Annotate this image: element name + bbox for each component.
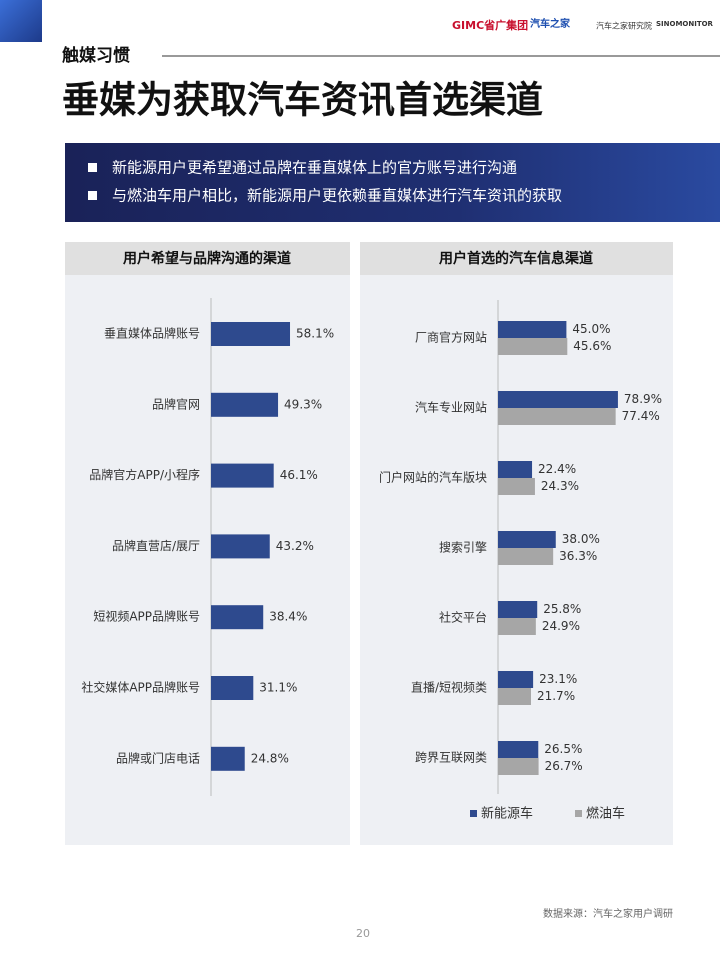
legend-swatch <box>575 810 582 817</box>
y-tick-label: 汽车专业网站 <box>415 400 487 415</box>
value-label: 24.8% <box>251 751 289 765</box>
value-label: 24.3% <box>541 479 579 493</box>
bullet-text: 新能源用户更希望通过品牌在垂直媒体上的官方账号进行沟通 <box>112 159 517 177</box>
bullet-icon <box>88 163 97 172</box>
value-label: 46.1% <box>280 468 318 482</box>
bar <box>498 391 618 408</box>
value-label: 49.3% <box>284 397 322 411</box>
value-label: 36.3% <box>559 549 597 563</box>
value-label: 43.2% <box>276 539 314 553</box>
value-label: 45.6% <box>573 339 611 353</box>
logo: SINOMONITOR <box>656 20 714 28</box>
bar <box>211 676 254 700</box>
chart-panel <box>65 242 350 845</box>
page-number: 20 <box>356 927 370 940</box>
value-label: 21.7% <box>537 689 575 703</box>
y-tick-label: 品牌或门店电话 <box>116 750 200 765</box>
bar <box>211 463 274 488</box>
source-note: 数据来源：汽车之家用户调研 <box>543 907 673 920</box>
y-tick-label: 直播/短视频类 <box>411 680 487 695</box>
y-tick-label: 社交平台 <box>439 610 487 625</box>
bar <box>498 461 533 478</box>
value-label: 26.7% <box>545 759 583 773</box>
value-label: 45.0% <box>572 322 610 336</box>
value-label: 24.9% <box>542 619 580 633</box>
y-tick-label: 厂商官方网站 <box>415 330 487 345</box>
y-tick-label: 垂直媒体品牌账号 <box>104 327 200 341</box>
bullet-icon <box>88 191 97 200</box>
legend-label: 新能源车 <box>481 806 533 822</box>
bar <box>498 321 567 338</box>
bar <box>211 322 291 346</box>
value-label: 23.1% <box>539 672 577 686</box>
y-tick-label: 品牌官方APP/小程序 <box>89 467 200 482</box>
bar <box>498 338 568 355</box>
chart-header <box>360 242 673 275</box>
y-tick-label: 搜索引擎 <box>439 540 487 555</box>
value-label: 22.4% <box>538 462 576 476</box>
page-title: 垂媒为获取汽车资讯首选渠道 <box>62 79 543 122</box>
bar <box>498 601 538 618</box>
y-tick-label: 门户网站的汽车版块 <box>379 470 487 485</box>
value-label: 26.5% <box>544 742 582 756</box>
bar <box>211 605 264 630</box>
value-label: 58.1% <box>296 327 334 341</box>
bar <box>498 618 536 635</box>
y-tick-label: 品牌直营店/展厅 <box>112 539 200 553</box>
bar <box>498 688 531 705</box>
value-label: 78.9% <box>624 392 662 406</box>
bar <box>211 746 245 771</box>
value-label: 38.0% <box>562 532 600 546</box>
bar <box>498 548 554 565</box>
chart-header <box>65 242 350 275</box>
logo: GIMC省广集团 <box>452 18 528 32</box>
legend-label: 燃油车 <box>586 806 625 822</box>
bar <box>498 408 616 425</box>
bar <box>211 392 279 417</box>
y-tick-label: 品牌官网 <box>152 396 200 411</box>
value-label: 25.8% <box>543 602 581 616</box>
summary-banner <box>65 143 720 222</box>
y-tick-label: 短视频APP品牌账号 <box>93 609 200 624</box>
chart-title: 用户希望与品牌沟通的渠道 <box>123 250 291 267</box>
bar <box>498 741 539 758</box>
legend-swatch <box>470 810 477 817</box>
section-label: 触媒习惯 <box>61 45 130 66</box>
bar <box>498 531 556 548</box>
value-label: 77.4% <box>622 409 660 423</box>
bar <box>498 758 539 775</box>
corner-decoration <box>0 0 42 42</box>
value-label: 38.4% <box>269 610 307 624</box>
value-label: 31.1% <box>259 681 297 695</box>
y-tick-label: 社交媒体APP品牌账号 <box>81 680 200 695</box>
y-tick-label: 跨界互联网类 <box>415 751 487 765</box>
bar <box>211 534 270 559</box>
chart-title: 用户首选的汽车信息渠道 <box>439 250 593 267</box>
bar <box>498 478 535 495</box>
bullet-text: 与燃油车用户相比，新能源用户更依赖垂直媒体进行汽车资讯的获取 <box>112 187 562 205</box>
logo: 汽车之家 <box>530 17 571 30</box>
bar <box>498 671 534 688</box>
logo: 汽车之家研究院 <box>596 21 652 31</box>
